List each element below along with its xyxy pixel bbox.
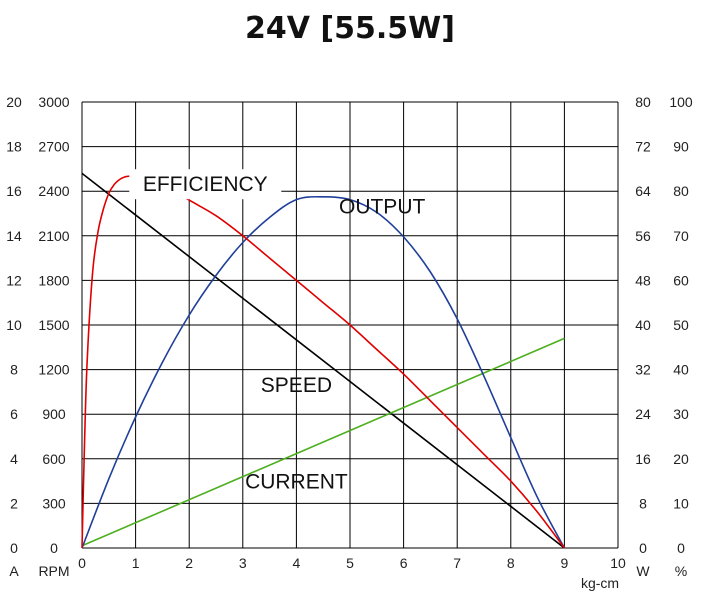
series-speed-line xyxy=(81,172,565,549)
current-tick-label: 10 xyxy=(6,317,22,333)
speed-tick-label: 1500 xyxy=(38,317,69,333)
curve-label-efficiency: EFFICIENCY xyxy=(143,173,268,196)
current-tick-label: 18 xyxy=(6,139,22,155)
x-tick-label: 8 xyxy=(507,555,515,571)
efficiency-tick-label: 70 xyxy=(673,228,689,244)
speed-tick-label: 2100 xyxy=(38,228,69,244)
chart-title: 24V [55.5W] xyxy=(245,11,455,46)
chart-curves xyxy=(81,172,566,549)
current-tick-label: 12 xyxy=(6,272,22,288)
output-tick-label: 32 xyxy=(635,362,651,378)
efficiency-tick-label: 80 xyxy=(673,183,689,199)
current-tick-label: 8 xyxy=(10,362,18,378)
label-background xyxy=(129,169,282,200)
efficiency-unit-label: % xyxy=(675,563,687,579)
x-tick-label: 6 xyxy=(400,555,408,571)
current-tick-label: 14 xyxy=(6,228,22,244)
output-tick-label: 48 xyxy=(635,272,651,288)
x-tick-label: 9 xyxy=(561,555,569,571)
speed-tick-label: 2700 xyxy=(38,139,69,155)
current-tick-label: 16 xyxy=(6,183,22,199)
speed-tick-label: 1800 xyxy=(38,272,69,288)
current-tick-label: 2 xyxy=(10,495,18,511)
efficiency-tick-label: 10 xyxy=(673,495,689,511)
x-tick-label: 3 xyxy=(239,555,247,571)
speed-tick-label: 3000 xyxy=(38,94,69,110)
speed-tick-label: 300 xyxy=(42,495,66,511)
output-tick-label: 56 xyxy=(635,228,651,244)
curve-labels: EFFICIENCY OUTPUT SPEED CURRENT xyxy=(129,169,426,494)
efficiency-tick-label: 20 xyxy=(673,451,689,467)
output-tick-label: 72 xyxy=(635,139,651,155)
x-tick-label: 1 xyxy=(132,555,140,571)
x-tick-label: 10 xyxy=(610,555,626,571)
efficiency-tick-label: 50 xyxy=(673,317,689,333)
output-unit-label: W xyxy=(636,563,650,579)
output-tick-label: 64 xyxy=(635,183,651,199)
output-tick-label: 80 xyxy=(635,94,651,110)
efficiency-tick-label: 0 xyxy=(677,540,685,556)
output-tick-label: 8 xyxy=(639,495,647,511)
x-tick-label: 2 xyxy=(185,555,193,571)
x-tick-label: 4 xyxy=(293,555,301,571)
chart-grid xyxy=(81,101,619,549)
current-tick-label: 20 xyxy=(6,94,22,110)
speed-tick-label: 1200 xyxy=(38,362,69,378)
series-output-line xyxy=(81,195,566,549)
output-tick-label: 24 xyxy=(635,406,651,422)
current-tick-label: 4 xyxy=(10,451,18,467)
x-tick-label: 5 xyxy=(346,555,354,571)
axis-ticks: 0 1 2 3 4 5 6 7 8 9 1002468101214161820A0300600900… xyxy=(6,94,693,591)
speed-unit-label: RPM xyxy=(38,563,69,579)
efficiency-tick-label: 60 xyxy=(673,272,689,288)
curve-label-output: OUTPUT xyxy=(339,196,426,219)
efficiency-tick-label: 30 xyxy=(673,406,689,422)
speed-tick-label: 2400 xyxy=(38,183,69,199)
current-tick-label: 0 xyxy=(10,540,18,556)
curve-label-speed: SPEED xyxy=(261,374,332,397)
speed-tick-label: 600 xyxy=(42,451,66,467)
series-current-line xyxy=(81,337,565,547)
current-tick-label: 6 xyxy=(10,406,18,422)
curve-label-current: CURRENT xyxy=(245,471,348,494)
x-tick-label: 0 xyxy=(78,555,86,571)
efficiency-tick-label: 90 xyxy=(673,139,689,155)
current-unit-label: A xyxy=(9,563,19,579)
output-tick-label: 16 xyxy=(635,451,651,467)
output-tick-label: 40 xyxy=(635,317,651,333)
x-unit-label: kg-cm xyxy=(581,575,619,591)
speed-tick-label: 0 xyxy=(50,540,58,556)
x-tick-label: 7 xyxy=(453,555,461,571)
speed-tick-label: 900 xyxy=(42,406,66,422)
efficiency-tick-label: 40 xyxy=(673,362,689,378)
efficiency-tick-label: 100 xyxy=(669,94,693,110)
output-tick-label: 0 xyxy=(639,540,647,556)
